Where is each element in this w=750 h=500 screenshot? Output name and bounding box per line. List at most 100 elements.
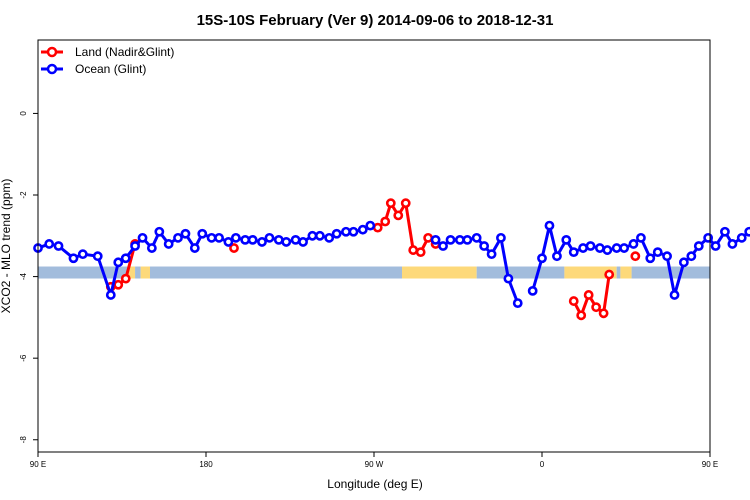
data-point-land	[423, 232, 434, 243]
data-point-ocean	[652, 247, 663, 258]
data-point-ocean	[703, 232, 714, 243]
y-tick-label: -6	[19, 354, 28, 362]
data-point-ocean	[120, 253, 131, 264]
series-line-land-2	[376, 201, 437, 254]
data-point-ocean	[214, 232, 224, 243]
legend-entry-land: Land (Nadir&Glint)	[41, 45, 174, 59]
x-tick-label: 180	[199, 460, 213, 469]
band-segment-land-3	[140, 266, 150, 279]
data-point-ocean	[348, 226, 359, 237]
data-point-ocean	[686, 251, 697, 262]
data-point-ocean	[324, 232, 335, 243]
data-point-ocean	[44, 239, 55, 249]
band-segment-ocean-4	[150, 266, 402, 279]
y-axis: 0 -2 -4 -6 -8	[19, 111, 38, 443]
data-point-land	[591, 302, 602, 313]
data-point-land	[576, 310, 587, 321]
data-point-ocean	[678, 257, 689, 268]
data-point-ocean	[230, 232, 241, 243]
data-point-land	[598, 308, 609, 319]
data-point-ocean	[568, 247, 579, 258]
data-point-land	[380, 216, 391, 227]
data-point-ocean	[189, 243, 200, 253]
y-tick-label: -2	[19, 191, 28, 199]
data-point-ocean	[486, 249, 497, 260]
band-segment-land-9	[620, 266, 632, 279]
data-point-ocean	[669, 290, 680, 300]
data-point-ocean	[197, 228, 208, 239]
data-point-ocean	[247, 234, 258, 245]
band-segment-ocean-8	[616, 266, 621, 279]
data-point-ocean	[454, 234, 465, 245]
data-point-ocean	[257, 237, 267, 247]
data-point-land	[229, 243, 239, 253]
data-point-ocean	[710, 241, 721, 251]
data-point-ocean	[445, 234, 456, 245]
data-point-ocean	[527, 285, 538, 296]
data-point-ocean	[693, 241, 704, 251]
data-point-ocean	[264, 232, 275, 243]
data-point-ocean	[496, 232, 506, 243]
x-tick-label: 90 W	[365, 460, 384, 469]
x-axis: 90 E 180 90 W 0 90 E	[30, 452, 718, 469]
data-point-ocean	[594, 243, 605, 253]
data-point-ocean	[438, 241, 448, 251]
data-point-ocean	[479, 241, 490, 251]
data-point-ocean	[727, 239, 738, 249]
data-point-ocean	[662, 251, 672, 262]
legend-label-ocean: Ocean (Glint)	[75, 62, 146, 76]
data-point-ocean	[636, 232, 646, 243]
data-point-ocean	[223, 237, 234, 247]
data-point-ocean	[146, 243, 157, 253]
data-point-land	[568, 296, 579, 306]
data-point-ocean	[307, 230, 318, 241]
data-point-ocean	[471, 232, 482, 243]
band-segment-land-7	[564, 266, 617, 279]
data-point-ocean	[645, 253, 656, 264]
data-point-ocean	[462, 234, 473, 245]
data-point-ocean	[154, 226, 165, 237]
data-point-ocean	[512, 298, 523, 309]
data-point-ocean	[240, 234, 251, 245]
data-point-ocean	[206, 232, 217, 243]
data-point-ocean	[314, 230, 325, 241]
y-tick-label: -4	[19, 272, 28, 280]
data-point-ocean	[130, 241, 140, 251]
data-point-ocean	[137, 232, 148, 243]
data-point-land	[630, 251, 641, 262]
data-point-ocean	[357, 224, 368, 235]
data-point-ocean	[105, 290, 116, 300]
data-point-ocean	[619, 243, 630, 253]
legend-entry-ocean: Ocean (Glint)	[41, 62, 146, 76]
data-point-ocean	[273, 234, 284, 245]
data-point-land	[400, 198, 411, 209]
data-point-ocean	[736, 232, 747, 243]
data-point-ocean	[365, 220, 376, 231]
data-point-ocean	[180, 228, 191, 239]
data-point-ocean	[290, 234, 301, 245]
data-point-ocean	[68, 253, 79, 264]
data-point-ocean	[602, 245, 613, 255]
x-tick-label: 0	[540, 460, 545, 469]
series-land	[105, 198, 641, 321]
data-point-ocean	[628, 239, 639, 249]
band-segment-land-1	[127, 266, 136, 279]
band-segment-land-5	[402, 266, 477, 279]
data-point-ocean	[92, 251, 103, 262]
data-point-ocean	[77, 249, 88, 260]
data-point-ocean	[503, 273, 514, 284]
data-point-ocean	[578, 243, 588, 253]
series-ocean	[33, 220, 750, 309]
data-point-land	[604, 269, 615, 280]
legend-marker-land	[46, 46, 58, 58]
data-point-ocean	[611, 243, 622, 253]
data-point-land	[120, 273, 131, 284]
data-point-ocean	[281, 237, 292, 247]
data-point-ocean	[561, 234, 572, 245]
data-point-ocean	[331, 228, 342, 239]
series-layer	[33, 198, 750, 321]
data-point-land	[583, 290, 594, 300]
data-point-land	[113, 279, 124, 290]
legend-marker-ocean	[46, 63, 58, 75]
